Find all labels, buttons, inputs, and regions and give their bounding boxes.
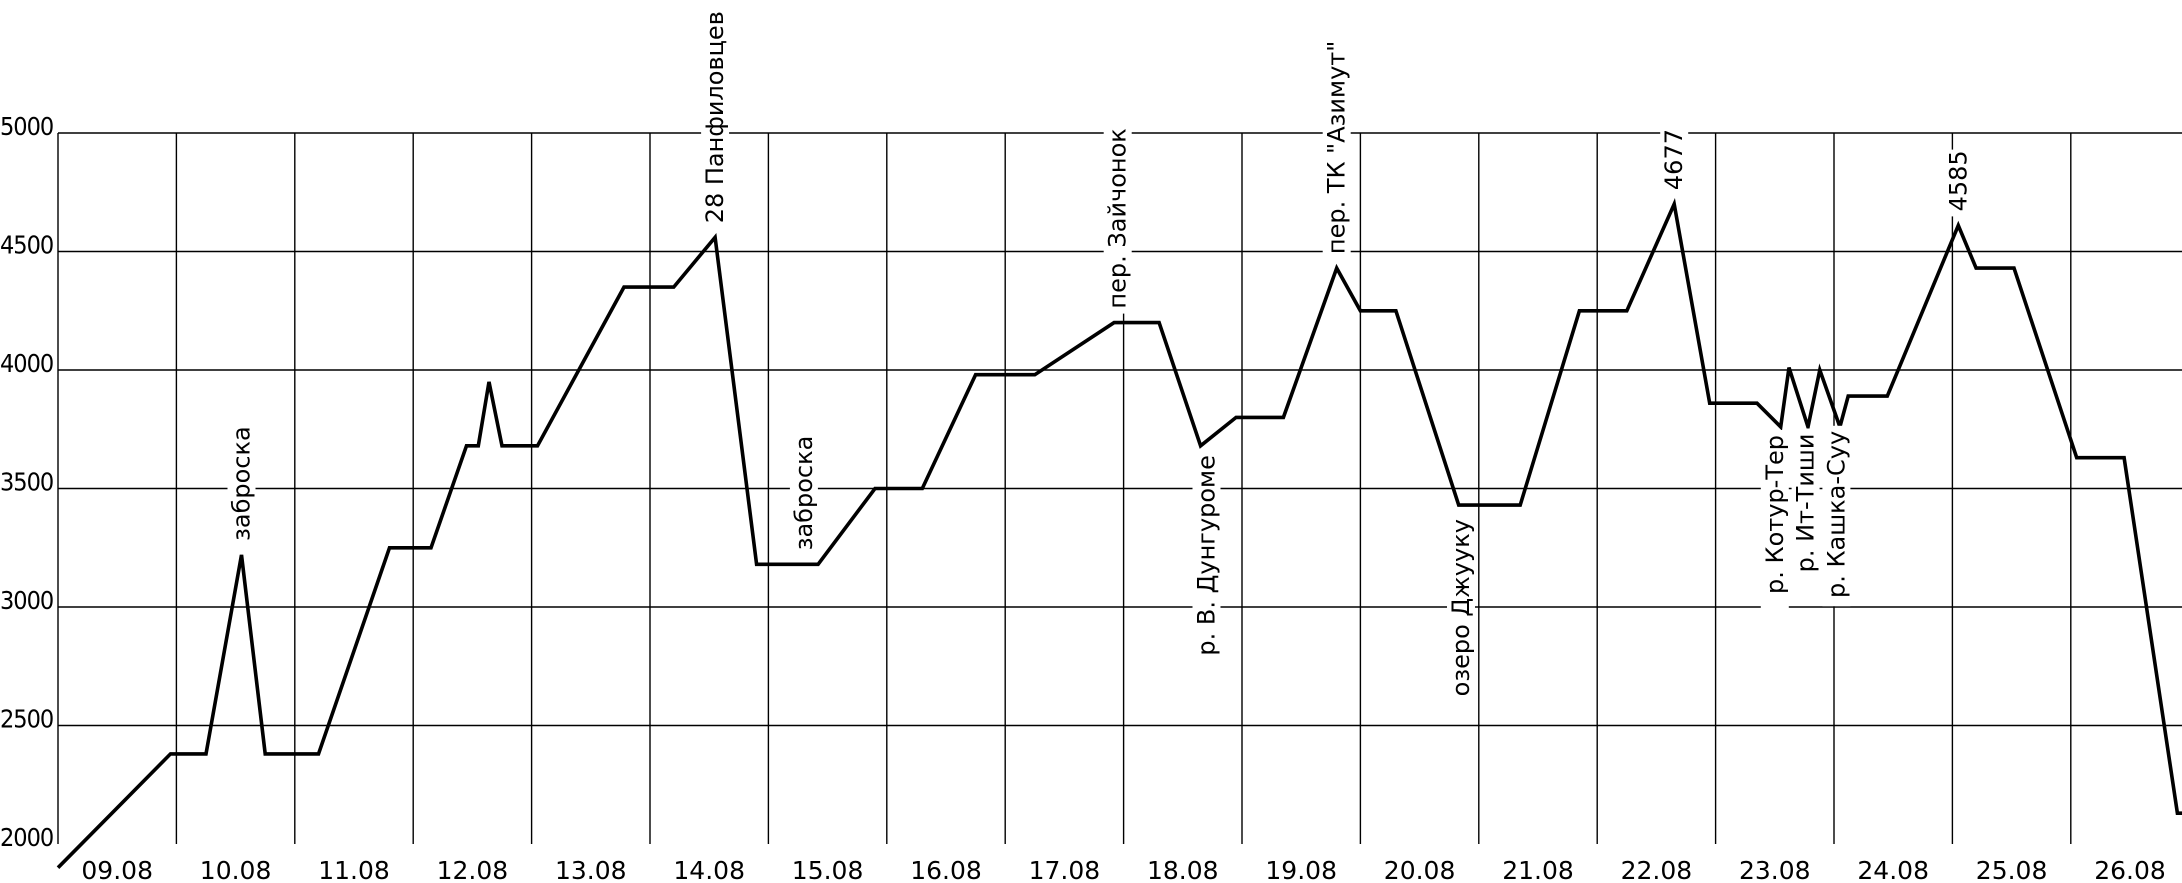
- x-tick-label: 12.08: [437, 856, 509, 883]
- x-tick-label: 26.08: [2094, 856, 2166, 883]
- annotation: озеро Джууку: [1447, 514, 1475, 696]
- annotation: р. Котур-Тер: [1760, 430, 1789, 611]
- annotation-bg: [1944, 149, 1973, 217]
- annotation: заброска: [789, 431, 818, 556]
- y-tick-label: 3000: [0, 586, 53, 615]
- annotation-label: пер. Зайчонок: [1104, 128, 1132, 308]
- x-tick-label: 23.08: [1739, 856, 1811, 883]
- y-tick-label: 4000: [0, 349, 53, 378]
- x-tick-label: 24.08: [1857, 856, 1929, 883]
- y-tick-label: 2000: [0, 823, 53, 852]
- x-tick-label: 15.08: [792, 856, 864, 883]
- annotation-bg: [789, 431, 818, 556]
- y-tick-label: 4500: [0, 231, 53, 260]
- annotation-bg: [1192, 450, 1221, 674]
- annotation-label: р. Кашка-Суу: [1822, 431, 1850, 598]
- annotation-label: заброска: [790, 436, 818, 551]
- x-tick-label: 18.08: [1147, 856, 1219, 883]
- annotation: р. В. Дунгуроме: [1192, 450, 1221, 674]
- annotation-bg: [1760, 430, 1789, 611]
- x-tick-label: 11.08: [318, 856, 390, 883]
- annotation: 4677: [1660, 128, 1689, 196]
- annotation-label: р. Котур-Тер: [1761, 435, 1789, 594]
- y-tick-label: 3500: [0, 468, 53, 497]
- x-tick-label: 10.08: [200, 856, 272, 883]
- annotation-label: р. В. Дунгуроме: [1193, 455, 1221, 655]
- x-tick-label: 13.08: [555, 856, 627, 883]
- annotation-bg: [227, 422, 256, 546]
- annotation: р. Ит-Тиши: [1791, 428, 1820, 581]
- series: [56, 197, 2182, 869]
- annotation: пер. Зайчонок: [1103, 119, 1132, 314]
- annotation-label: пер. ТК "Азимут": [1323, 41, 1351, 254]
- x-tick-label: 09.08: [81, 856, 153, 883]
- x-tick-label: 16.08: [910, 856, 982, 883]
- annotation-label: заброска: [228, 426, 256, 541]
- x-tick-label: 22.08: [1621, 856, 1693, 883]
- annotation: р. Кашка-Суу: [1822, 425, 1851, 607]
- y-axis-ticks: 5000 4500 4000 3500 3000 2500 2000: [0, 112, 54, 852]
- annotation-bg: [1103, 119, 1132, 314]
- x-tick-label: 19.08: [1265, 856, 1337, 883]
- x-tick-label: 14.08: [673, 856, 745, 883]
- x-tick-label: 25.08: [1976, 856, 2048, 883]
- annotation-bg: [1322, 21, 1351, 260]
- annotation-label: 4585: [1944, 150, 1972, 211]
- annotation-label: 4677: [1660, 129, 1688, 190]
- annotation: 4585: [1944, 149, 1973, 217]
- annotation: заброска: [227, 422, 256, 546]
- annotation: пер. ТК "Азимут": [1322, 21, 1351, 260]
- x-tick-label: 21.08: [1502, 856, 1574, 883]
- annotation-bg: [1822, 425, 1851, 607]
- x-tick-label: 20.08: [1384, 856, 1456, 883]
- elevation-line: [56, 197, 2182, 869]
- annotation-label: озеро Джууку: [1447, 519, 1475, 696]
- x-axis-ticks: 09.08 10.08 11.08 12.08 13.08 14.08 15.08 16.08…: [81, 856, 2165, 883]
- annotation-bg: [1791, 428, 1820, 581]
- annotations: заброска 28 Панфиловцев заброска пер. Зайчо…: [227, 11, 1973, 696]
- annotation-bg: [701, 19, 730, 229]
- annotation: 28 Панфиловцев: [701, 11, 730, 229]
- annotation-label: 28 Панфиловцев: [701, 11, 729, 223]
- x-tick-label: 17.08: [1029, 856, 1101, 883]
- annotation-bg: [1447, 514, 1475, 695]
- annotation-label: р. Ит-Тиши: [1792, 434, 1820, 573]
- annotation-bg: [1660, 128, 1689, 196]
- y-tick-label: 5000: [0, 112, 53, 141]
- y-tick-label: 2500: [0, 705, 53, 734]
